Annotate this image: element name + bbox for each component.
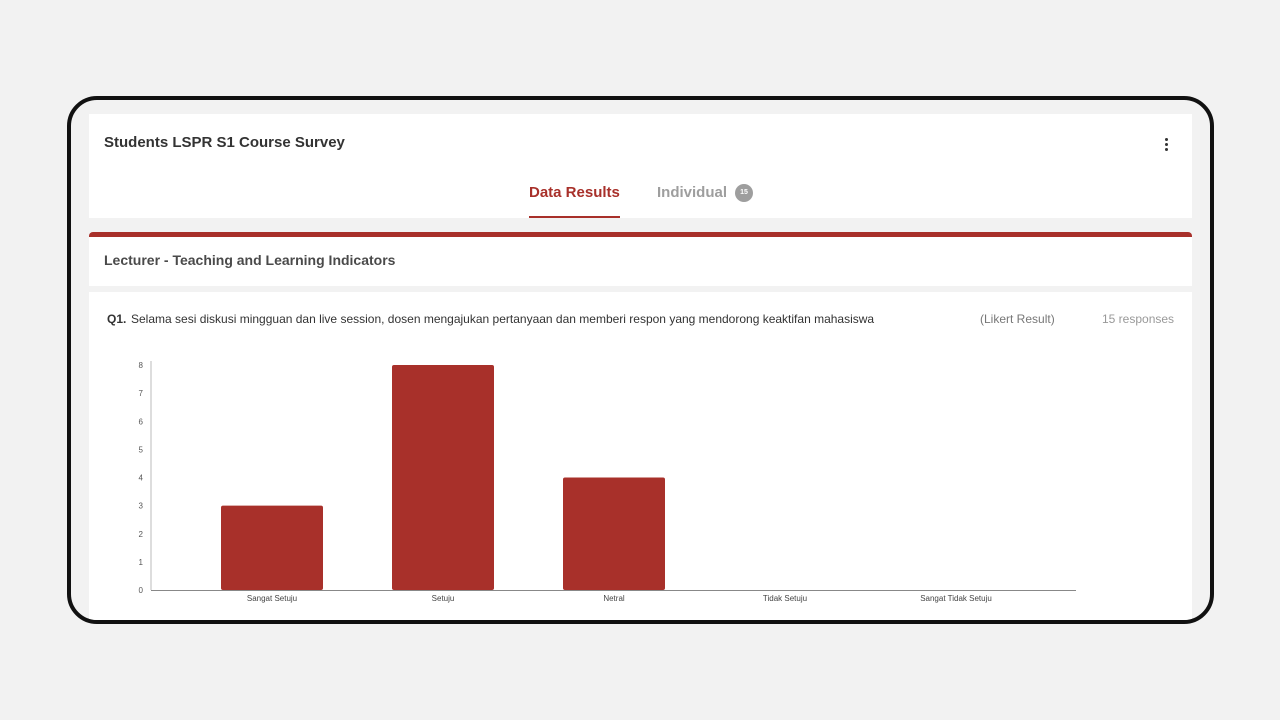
section-header: Lecturer - Teaching and Learning Indicat… bbox=[89, 232, 1192, 286]
tab-data-results-label: Data Results bbox=[529, 184, 620, 201]
y-tick-label: 5 bbox=[139, 445, 144, 454]
tab-data-results[interactable]: Data Results bbox=[529, 176, 620, 218]
y-tick-label: 0 bbox=[139, 586, 144, 595]
question-number: Q1. bbox=[107, 312, 127, 326]
y-tick-label: 6 bbox=[139, 417, 144, 426]
x-tick-label: Setuju bbox=[432, 594, 455, 603]
tab-individual[interactable]: Individual 15 bbox=[657, 176, 754, 218]
more-vertical-icon[interactable] bbox=[1156, 132, 1176, 156]
individual-count-badge: 15 bbox=[735, 184, 754, 202]
y-tick-label: 4 bbox=[139, 474, 144, 483]
y-tick-label: 8 bbox=[139, 361, 144, 370]
results-tabs: Data Results Individual 15 bbox=[89, 176, 1192, 218]
y-tick-label: 3 bbox=[139, 502, 144, 511]
section-title: Lecturer - Teaching and Learning Indicat… bbox=[104, 252, 396, 268]
question-card: Q1. Selama sesi diskusi mingguan dan liv… bbox=[89, 292, 1192, 620]
survey-header: Students LSPR S1 Course Survey Data Resu… bbox=[89, 114, 1192, 218]
x-tick-label: Tidak Setuju bbox=[763, 594, 807, 603]
bar-sangat-setuju bbox=[221, 505, 323, 590]
question-type-label: (Likert Result) bbox=[980, 312, 1055, 326]
y-tick-label: 2 bbox=[139, 530, 144, 539]
y-tick-label: 1 bbox=[139, 558, 144, 567]
bar-setuju bbox=[392, 365, 494, 590]
tab-individual-label: Individual bbox=[657, 184, 728, 201]
survey-title: Students LSPR S1 Course Survey bbox=[104, 134, 345, 151]
app-frame: Students LSPR S1 Course Survey Data Resu… bbox=[67, 96, 1214, 624]
x-tick-label: Sangat Tidak Setuju bbox=[920, 594, 992, 603]
x-tick-label: Sangat Setuju bbox=[247, 594, 297, 603]
response-count: 15 responses bbox=[1102, 312, 1175, 326]
question-text: Selama sesi diskusi mingguan dan live se… bbox=[131, 312, 875, 326]
bar-netral bbox=[563, 477, 665, 590]
y-tick-label: 7 bbox=[139, 389, 144, 398]
x-tick-label: Netral bbox=[603, 594, 625, 603]
likert-bar-chart: 0 1 2 3 4 5 6 7 8 Sangat Setuju Setuju Netral Tidak … bbox=[139, 361, 1076, 603]
